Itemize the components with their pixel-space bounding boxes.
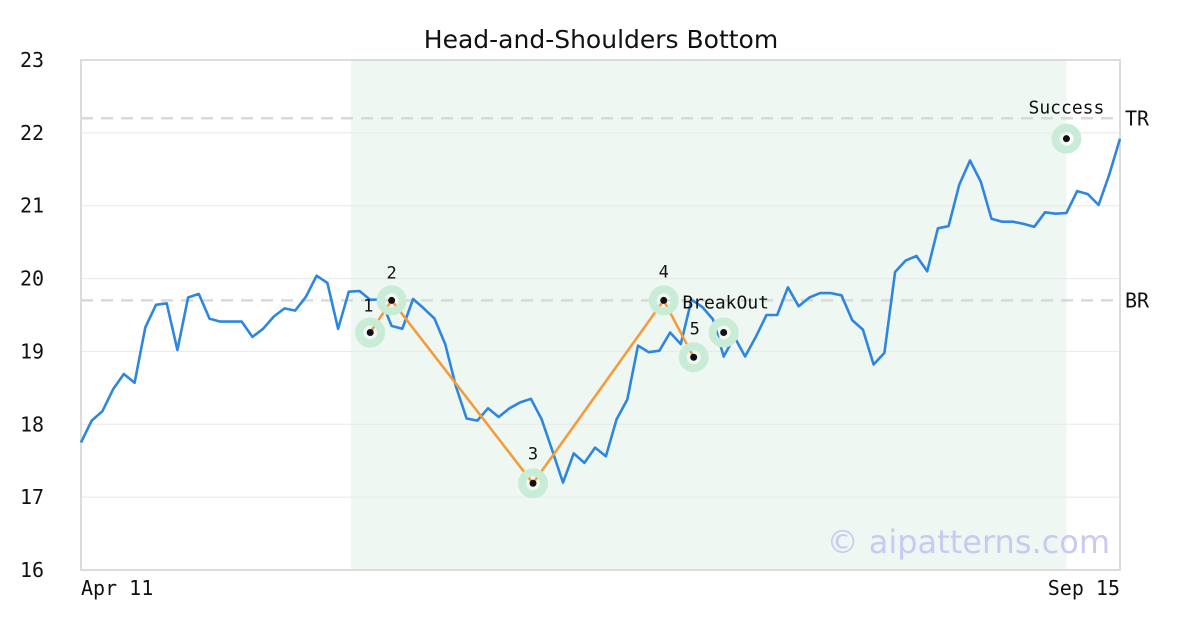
success-point-dot bbox=[1062, 135, 1070, 143]
x-tick-label-start: Apr 11 bbox=[81, 576, 153, 600]
pattern-point-4-ring bbox=[648, 285, 679, 316]
pattern-point-4-dot bbox=[660, 296, 668, 304]
breakout-label: BreakOut bbox=[682, 292, 769, 313]
price-line bbox=[79, 138, 1122, 484]
pattern-point-label-5: 5 bbox=[690, 319, 700, 339]
breakout-point-dot bbox=[720, 328, 728, 336]
gridlines bbox=[81, 132, 1120, 498]
y-tick-label: 17 bbox=[20, 485, 44, 509]
level-label-br: BR bbox=[1125, 288, 1150, 312]
pattern-point-3-dot bbox=[529, 479, 537, 487]
level-lines: TR BR bbox=[81, 106, 1150, 312]
pattern-point-label-2: 2 bbox=[387, 263, 397, 283]
x-tick-label-end: Sep 15 bbox=[1048, 576, 1120, 600]
pattern-point-1-ring bbox=[355, 317, 386, 348]
pattern-point-label-3: 3 bbox=[528, 444, 538, 464]
pattern-point-5-dot bbox=[690, 353, 698, 361]
plot-frame bbox=[80, 59, 1121, 571]
pattern-point-3-ring bbox=[518, 468, 549, 499]
y-tick-label: 22 bbox=[20, 121, 44, 145]
chart-title: Head-and-Shoulders Bottom bbox=[424, 25, 778, 54]
pattern-markers: 12 3 4 5 BreakOut Success bbox=[355, 98, 1105, 499]
success-point-ring bbox=[1051, 123, 1082, 154]
pattern-point-1-dot bbox=[366, 328, 374, 336]
y-tick-label: 18 bbox=[20, 412, 44, 436]
pattern-point-2-dot bbox=[388, 296, 396, 304]
level-label-tr: TR bbox=[1125, 106, 1150, 130]
pattern-point-2-ring bbox=[376, 285, 407, 316]
y-tick-label: 23 bbox=[20, 48, 44, 72]
y-tick-label: 20 bbox=[20, 267, 44, 291]
y-axis-ticks: 16 17 18 19 20 21 22 23 bbox=[20, 48, 44, 582]
success-label: Success bbox=[1029, 98, 1105, 119]
y-tick-label: 16 bbox=[20, 558, 44, 582]
pattern-point-label-1: 1 bbox=[363, 296, 373, 316]
y-tick-label: 19 bbox=[20, 339, 44, 363]
breakout-point-ring bbox=[708, 317, 739, 348]
pattern-point-label-4: 4 bbox=[659, 262, 669, 282]
y-tick-label: 21 bbox=[20, 194, 44, 218]
watermark: © aipatterns.com bbox=[827, 523, 1110, 561]
x-axis-ticks: Apr 11 Sep 15 bbox=[81, 576, 1120, 600]
pattern-point-5-ring bbox=[678, 342, 709, 373]
